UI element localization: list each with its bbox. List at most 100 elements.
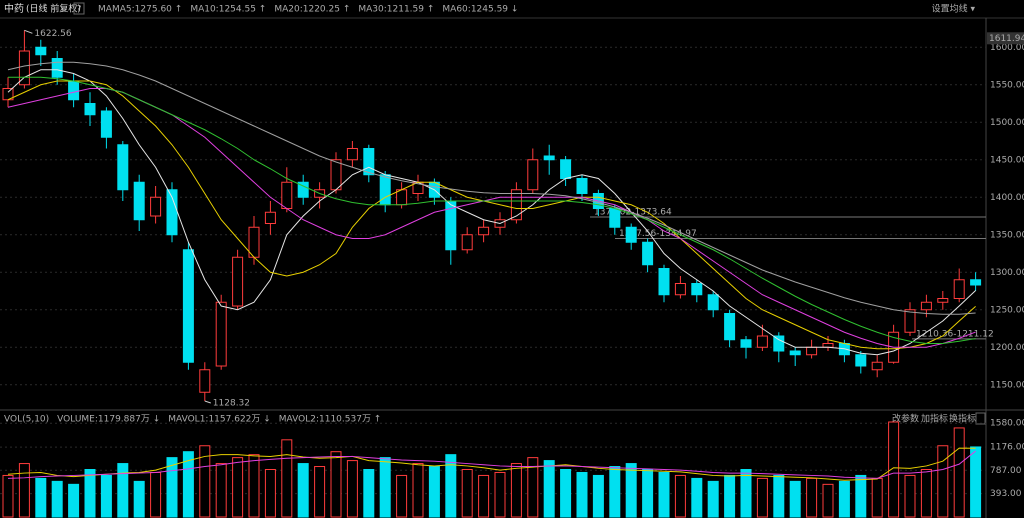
candle-body [625, 226, 637, 243]
button[interactable]: 加指标 [921, 413, 948, 425]
volume-bar [970, 446, 982, 518]
volume-bar [510, 463, 522, 518]
ma-line [8, 76, 976, 344]
candle-body [724, 313, 736, 341]
candle-body [281, 181, 293, 209]
candle-body [937, 298, 949, 303]
legend-entry: VOLUME:1179.887万 ↓ [57, 415, 160, 425]
ma-label: MA [98, 5, 113, 15]
y-tick-label: 1250.00 [990, 305, 1024, 315]
candle-body [330, 159, 342, 191]
candle-body [576, 178, 588, 194]
legend-entry: MA20:1220.25 ↑ [274, 5, 350, 15]
candle-body [215, 301, 227, 367]
volume-bar [560, 469, 572, 518]
ma-line [7, 61, 976, 315]
candle-body [773, 335, 785, 352]
y-tick-label: 1500.00 [990, 118, 1024, 128]
volume-bar [199, 445, 211, 518]
volume-bar [658, 471, 670, 518]
volume-bar [215, 463, 227, 518]
volume-bar [166, 457, 178, 518]
volume-bar [494, 471, 506, 518]
volume-bar [756, 477, 768, 518]
volume-bar [707, 480, 719, 518]
volume-bar [871, 477, 883, 518]
volume-bar [2, 474, 14, 518]
volume-bar [625, 463, 637, 518]
annotation: 1128.32 [213, 399, 250, 409]
volume-bar [592, 474, 604, 518]
legend-entry: MAVOL2:1110.537万 ↑ [279, 415, 382, 425]
volume-bar [428, 466, 440, 518]
volume-bar [248, 454, 260, 518]
y-tick-label: 1400.00 [990, 193, 1024, 203]
y-tick-label: 1300.00 [990, 268, 1024, 278]
volume-bar [674, 474, 686, 518]
legend-entry: MA5:1275.60 ↑ [112, 5, 182, 15]
close-box[interactable] [975, 412, 986, 425]
annotation-leader [24, 29, 33, 34]
candle-body [199, 369, 211, 393]
candle-body [953, 279, 965, 299]
volume-bar [330, 451, 342, 518]
candle-body [396, 189, 408, 206]
legend-entry: MA60:1245.59 ↓ [442, 5, 518, 15]
candle-body [297, 181, 309, 198]
candle-body [346, 148, 358, 161]
price-marker: 1611.94 [989, 34, 1024, 44]
help-button[interactable]: ? [77, 5, 82, 15]
volume-bar [51, 480, 63, 518]
volume-bar [412, 463, 424, 518]
candle-body [789, 350, 801, 356]
candle-body [707, 294, 719, 311]
level-label: 1210.36-1211.12 [916, 329, 994, 339]
help-box[interactable] [73, 2, 85, 15]
volume-bar [84, 469, 96, 518]
candle-body [264, 211, 276, 224]
button[interactable]: 换指标 [949, 413, 976, 425]
candle-body [68, 80, 80, 101]
y-tick-label: 1150.00 [990, 380, 1024, 390]
candle-body [904, 309, 916, 333]
candle-body [363, 148, 375, 176]
price-marker-box [987, 32, 1024, 45]
volume-bar [182, 451, 194, 518]
candle-body [510, 189, 522, 221]
volume-bar [396, 474, 408, 518]
volume-bar [264, 469, 276, 518]
volume-bar [904, 474, 916, 518]
candle-body [822, 343, 834, 348]
stock-title: 中药 [4, 2, 24, 15]
candle-body [560, 159, 572, 179]
volume-bar [642, 469, 654, 518]
candle-body [806, 346, 818, 356]
y-tick-label: 393.00 [990, 489, 1022, 499]
candle-body [150, 196, 162, 217]
volume-bar [822, 483, 834, 518]
y-tick-label: 787.00 [990, 466, 1022, 476]
volume-bar [150, 471, 162, 518]
volume-bar [855, 474, 867, 518]
volume-bar [740, 469, 752, 518]
y-tick-label: 1200.00 [990, 343, 1024, 353]
ma-line [7, 80, 976, 350]
candle-body [84, 103, 96, 116]
candle-body [871, 361, 883, 371]
candle-body [642, 241, 654, 266]
candle-body [232, 256, 244, 307]
legend-entry: MA10:1254.55 ↑ [190, 5, 266, 15]
volume-bar [789, 480, 801, 518]
volume-bar [117, 463, 129, 518]
candle-body [970, 279, 982, 286]
settings-button[interactable]: 设置均线 ▾ [932, 3, 976, 15]
volume-bar [461, 469, 473, 518]
candle-body [100, 110, 112, 138]
candle-body [461, 234, 473, 251]
volume-bar [445, 454, 457, 518]
candle-body [527, 159, 539, 191]
candle-body [855, 354, 867, 367]
volume-bar [543, 460, 555, 518]
